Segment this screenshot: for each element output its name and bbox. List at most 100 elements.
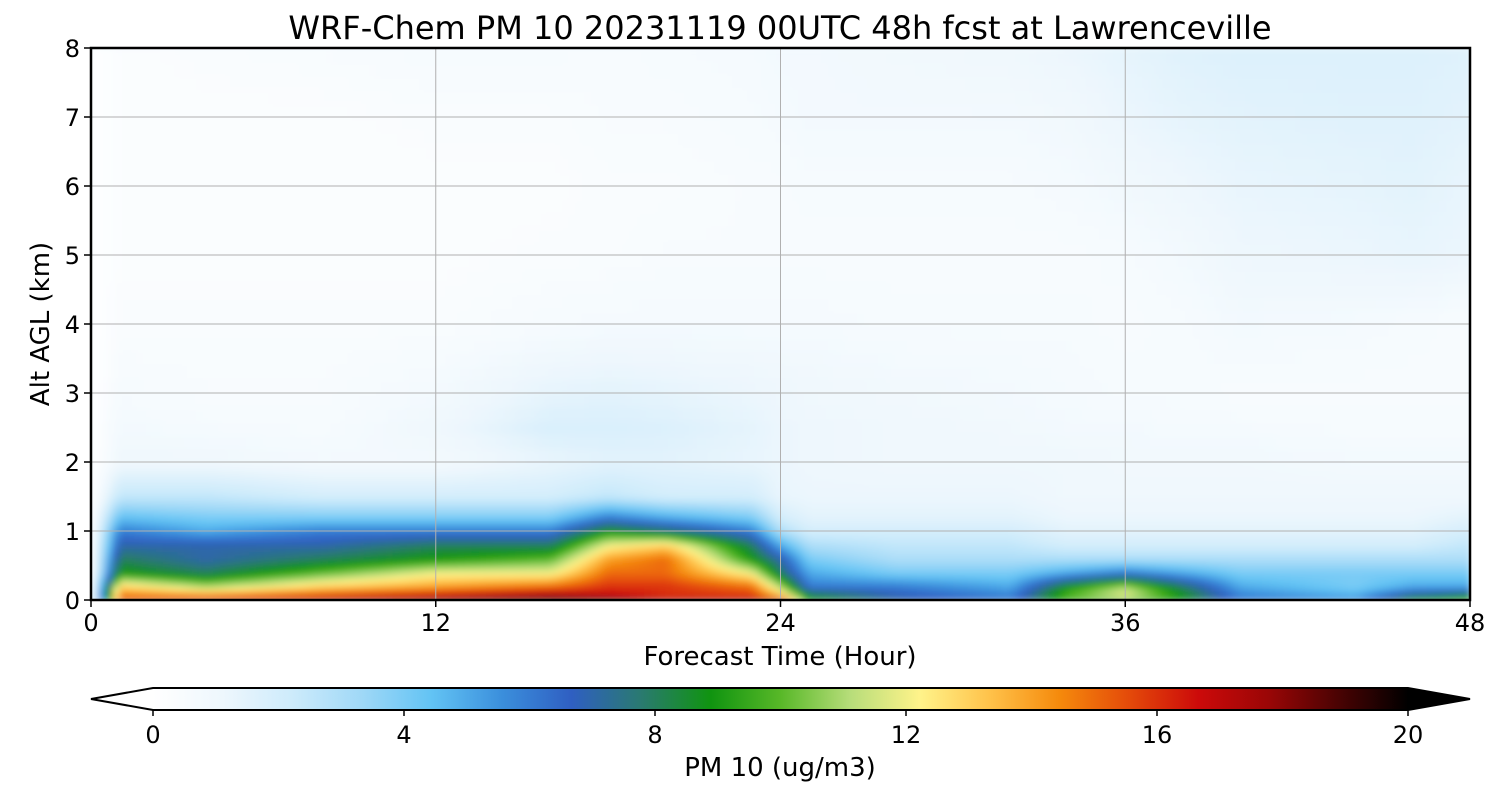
field-cell [98,486,107,491]
field-cell [141,517,150,522]
field-cell [98,575,107,581]
field-cell [249,493,257,498]
field-cell [126,596,135,600]
field-cell [241,465,250,470]
field-cell [213,479,222,484]
field-cell [550,324,559,339]
field-cell [471,568,480,574]
field-cell [148,503,157,508]
field-cell [600,527,609,532]
field-cell [170,472,178,477]
field-cell [277,282,286,298]
field-cell [486,541,495,546]
field-cell [450,282,459,298]
field-cell [464,61,473,77]
field-cell [536,582,545,587]
field-cell [91,282,99,298]
field-cell [543,503,552,508]
field-cell [213,268,222,284]
field-cell [493,296,502,311]
field-cell [371,434,380,449]
field-cell [536,296,545,311]
field-cell [356,296,365,311]
field-cell [399,503,408,508]
field-cell [378,472,387,477]
field-cell [464,241,473,256]
field-cell [543,172,552,187]
field-cell [450,510,459,515]
field-cell [521,482,530,487]
field-cell [205,506,214,512]
field-cell [184,468,193,474]
field-cell [256,565,265,570]
field-cell [356,75,365,91]
field-cell [306,186,315,201]
field-cell [105,593,114,598]
field-cell [478,199,487,215]
field-cell [486,199,495,215]
field-cell [119,493,128,498]
field-cell [105,468,114,474]
field-cell [126,186,135,201]
field-cell [256,255,265,270]
field-cell [428,531,437,536]
field-cell [407,130,415,146]
field-cell [550,172,559,187]
field-cell [263,468,272,474]
field-cell [126,351,135,367]
field-cell [399,434,408,449]
field-cell [119,462,128,467]
field-cell [536,434,545,449]
field-cell [550,337,559,353]
field-cell [220,475,229,481]
field-cell [478,186,487,201]
field-cell [234,434,243,449]
field-cell [507,255,516,270]
field-cell [184,520,193,525]
field-cell [486,337,495,353]
field-cell [112,565,121,570]
field-cell [493,503,502,508]
field-cell [349,555,358,560]
field-cell [112,493,121,498]
field-cell [579,48,588,63]
field-cell [478,558,487,563]
field-cell [500,513,509,518]
field-cell [241,61,250,77]
field-cell [593,503,602,508]
field-cell [529,548,538,553]
field-cell [385,475,394,481]
field-cell [119,158,128,173]
field-cell [126,472,135,477]
field-cell [399,75,408,91]
field-cell [112,48,121,63]
field-cell [392,61,401,77]
field-cell [536,548,545,553]
field-cell [126,486,135,491]
field-cell [241,227,250,242]
field-cell [263,255,272,270]
field-cell [507,534,516,539]
field-cell [234,537,243,543]
field-cell [421,468,430,474]
field-cell [565,586,574,591]
field-cell [421,565,430,570]
field-cell [256,475,265,481]
field-cell [356,393,365,408]
field-cell [220,337,229,353]
field-cell [478,406,487,422]
field-cell [313,468,322,474]
field-cell [91,393,99,408]
field-cell [478,548,487,553]
field-cell [184,579,193,584]
field-cell [292,324,301,339]
field-cell [234,89,243,104]
field-cell [493,555,502,560]
field-cell [536,506,545,512]
field-cell [486,565,495,570]
field-cell [313,282,322,298]
field-cell [98,568,107,574]
field-cell [399,558,408,563]
field-cell [464,479,473,484]
field-cell [572,544,581,550]
